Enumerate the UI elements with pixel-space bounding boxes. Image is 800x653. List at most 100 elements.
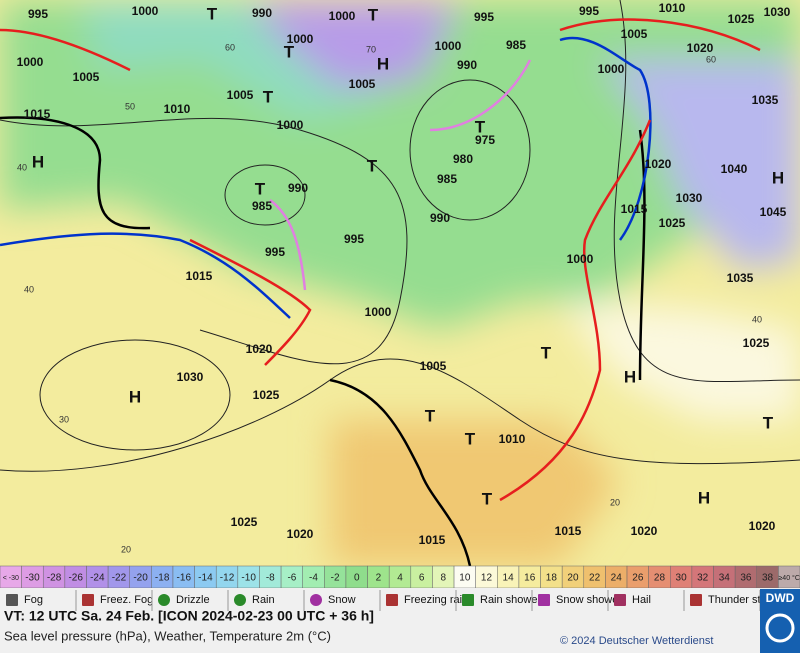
isobar-label: 1000 [598, 62, 625, 76]
legend-label: Drizzle [176, 594, 210, 606]
scale-label: 12 [481, 573, 493, 584]
isobar-label: 1000 [365, 305, 392, 319]
scale-label: 26 [632, 573, 644, 584]
trough-line [329, 378, 472, 567]
isobar-label: 1040 [721, 162, 748, 176]
isobar-label: 1020 [645, 157, 672, 171]
isobar-label: 990 [252, 6, 272, 20]
scale-label: -14 [198, 573, 213, 584]
scale-label: 24 [611, 573, 623, 584]
valid-time: VT: 12 UTC Sa. 24 Feb. [ICON 2024-02-23 … [4, 608, 374, 624]
legend-label: Fog [24, 594, 43, 606]
temperature-label: 60 [225, 42, 235, 52]
isobar-label: 975 [475, 133, 495, 147]
scale-label: -16 [177, 573, 192, 584]
scale-label: 22 [589, 573, 601, 584]
legend-icon [158, 594, 170, 606]
isobar-label: 1020 [687, 41, 714, 55]
temperature-label: 30 [59, 414, 69, 424]
isobar-label: 1015 [555, 524, 582, 538]
legend-icon [386, 594, 398, 606]
pressure-center: T [482, 489, 493, 508]
isobar [409, 79, 531, 221]
legend-icon [6, 594, 18, 606]
isobar-label: 1005 [227, 88, 254, 102]
isobar-label: 1010 [659, 1, 686, 15]
isobars [0, 0, 800, 472]
pressure-center: H [129, 387, 141, 406]
legend-label: Freezing rain [404, 594, 468, 606]
temp-pale [560, 300, 800, 420]
isobar-label: 1025 [253, 388, 280, 402]
legend: Fog Freez. Fog Drizzle Rain Snow Freezing rai… [6, 590, 780, 611]
isobar-label: 1010 [499, 432, 526, 446]
isobar-label: 1025 [231, 515, 258, 529]
scale-label: 16 [524, 573, 536, 584]
scale-label: -4 [309, 573, 318, 584]
scale-label: < -30 [3, 575, 19, 582]
isobar-label: 1000 [567, 252, 594, 266]
trough-line [638, 129, 646, 381]
warm-front [559, 18, 761, 52]
trough-line [0, 116, 151, 230]
pressure-center: T [465, 429, 476, 448]
isobar [0, 358, 800, 472]
isobar-label: 1000 [277, 118, 304, 132]
isobar-label: 990 [430, 211, 450, 225]
cold-front [559, 36, 652, 241]
isobar-label: 1015 [419, 533, 446, 547]
pressure-center: T [255, 179, 266, 198]
scale-label: -20 [133, 573, 148, 584]
scale-label: 20 [567, 573, 579, 584]
isobar [0, 117, 408, 365]
pressure-center: T [368, 5, 379, 24]
scale-label: -18 [155, 573, 170, 584]
pressure-center: T [763, 413, 774, 432]
pressure-center: H [377, 54, 389, 73]
isobar-label: 985 [437, 172, 457, 186]
scale-label: -10 [241, 573, 256, 584]
isobar-label: 990 [288, 181, 308, 195]
temp-orange [330, 420, 620, 566]
temperature-label: 40 [17, 162, 27, 172]
scale-label: -28 [47, 573, 62, 584]
legend-label: Rain shower [480, 594, 541, 606]
scale-label: 28 [654, 573, 666, 584]
legend-icon [690, 594, 702, 606]
isobar-label: 1015 [24, 107, 51, 121]
scale-label: -6 [287, 573, 296, 584]
temperature-label: 40 [752, 314, 762, 324]
isobar-label: 1035 [727, 271, 754, 285]
isobar-label: 1000 [329, 9, 356, 23]
isobar-label: 1030 [676, 191, 703, 205]
occluded-front [429, 59, 532, 132]
scale-label: 34 [719, 573, 731, 584]
temp-purple [250, 0, 460, 90]
warm-front [0, 28, 131, 72]
legend-icon [82, 594, 94, 606]
isobar-label: 995 [265, 245, 285, 259]
isobar [39, 339, 231, 451]
scale-label: 6 [419, 573, 425, 584]
scale-label: 0 [354, 573, 360, 584]
isobar-label: 1005 [420, 359, 447, 373]
isobar-label: 1020 [631, 524, 658, 538]
temperature-field [0, 0, 800, 566]
isobar-label: 1005 [621, 27, 648, 41]
pressure-center: T [263, 87, 274, 106]
isobar-label: 980 [453, 152, 473, 166]
pressure-center: T [367, 156, 378, 175]
isobar-label: 1015 [621, 202, 648, 216]
occluded-front [269, 199, 307, 291]
description: Sea level pressure (hPa), Weather, Tempe… [4, 628, 331, 643]
warm-front [499, 119, 652, 502]
legend-label: Snow [328, 594, 356, 606]
pressure-center: H [772, 168, 784, 187]
isobar-label: 1025 [659, 216, 686, 230]
scale-label: 32 [697, 573, 709, 584]
scale-label: -26 [68, 573, 83, 584]
legend-icon [614, 594, 626, 606]
isobar-label: 1010 [164, 102, 191, 116]
temperature-label: 70 [366, 44, 376, 54]
